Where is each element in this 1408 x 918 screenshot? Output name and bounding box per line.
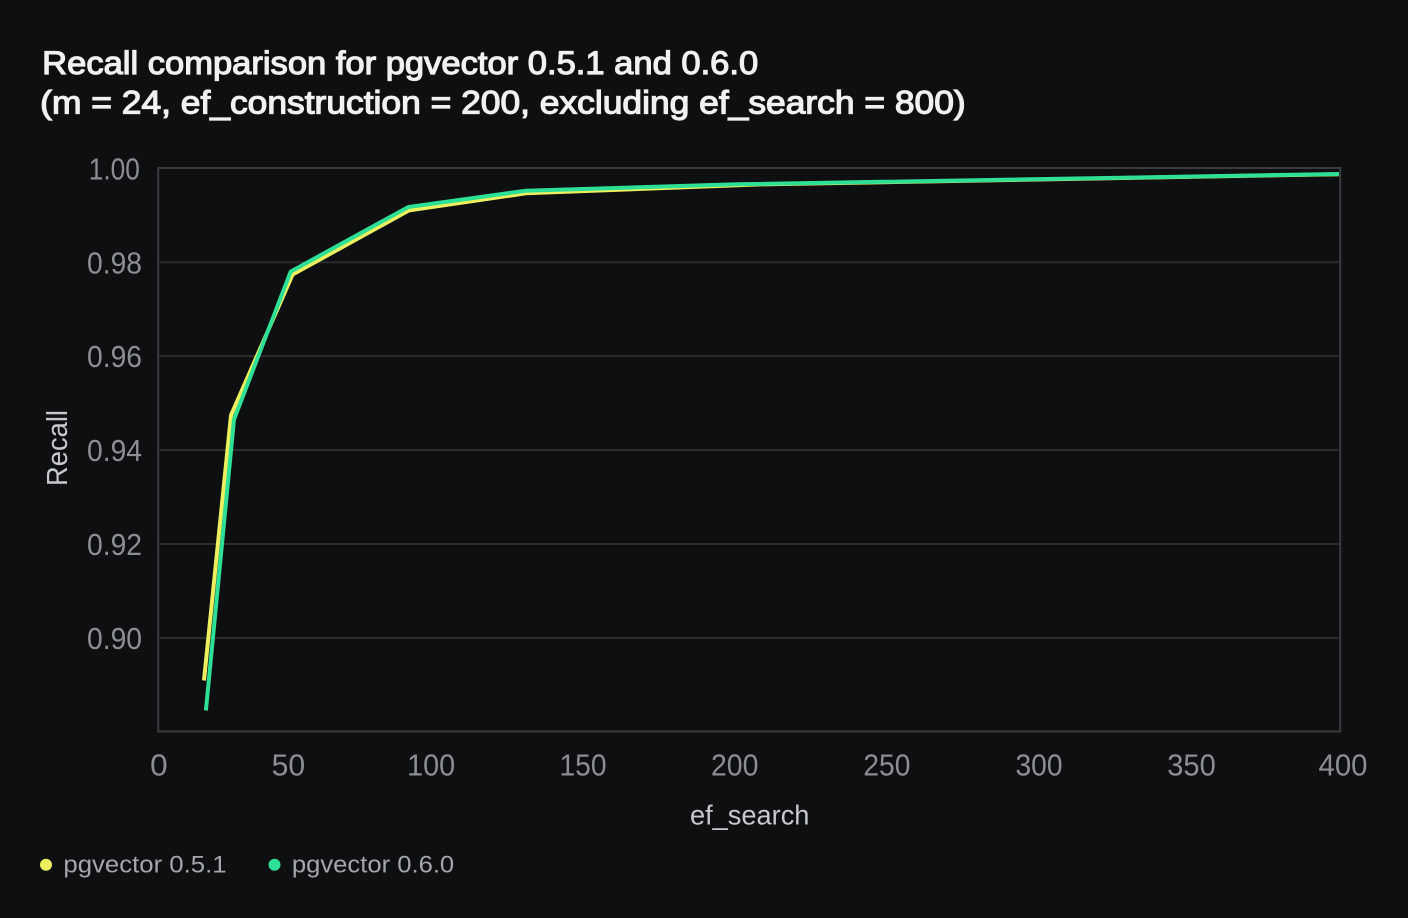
svg-text:100: 100 [407,747,455,782]
svg-text:50: 50 [272,747,306,782]
svg-text:0.90: 0.90 [87,621,142,656]
svg-text:250: 250 [863,747,910,782]
svg-text:1.00: 1.00 [89,151,140,186]
svg-text:0: 0 [150,747,168,782]
svg-text:0.94: 0.94 [87,433,142,468]
svg-text:Recall: Recall [42,410,74,486]
svg-text:300: 300 [1016,747,1063,782]
svg-text:400: 400 [1319,747,1368,782]
svg-text:150: 150 [560,747,607,782]
svg-text:pgvector 0.6.0: pgvector 0.6.0 [292,851,454,878]
svg-text:Recall comparison for pgvector: Recall comparison for pgvector 0.5.1 and… [42,45,758,81]
svg-text:pgvector 0.5.1: pgvector 0.5.1 [63,851,226,878]
svg-text:350: 350 [1167,747,1216,782]
svg-text:0.98: 0.98 [87,245,142,280]
svg-text:0.92: 0.92 [87,527,142,562]
svg-text:200: 200 [711,747,759,782]
svg-text:(m = 24, ef_construction = 200: (m = 24, ef_construction = 200, excludin… [40,85,966,121]
svg-text:0.96: 0.96 [87,339,142,374]
svg-text:ef_search: ef_search [690,799,810,830]
